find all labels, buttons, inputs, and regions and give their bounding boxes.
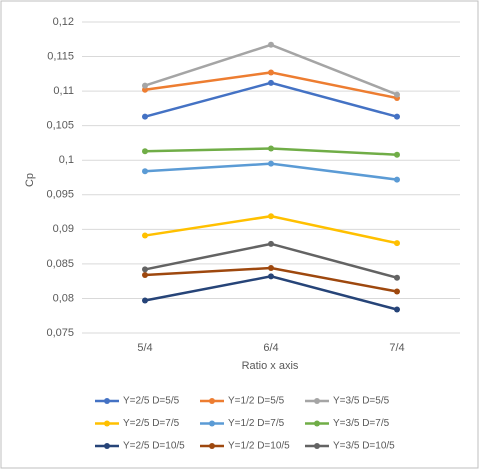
data-point xyxy=(142,113,148,120)
data-point xyxy=(268,160,274,167)
legend-label: Y=3/5 D=5/5 xyxy=(333,396,390,407)
data-point xyxy=(142,232,148,239)
data-point xyxy=(268,265,274,272)
x-axis-label: Ratio x axis xyxy=(242,360,299,372)
legend-marker xyxy=(314,443,320,449)
y-tick-label: 0,08 xyxy=(53,292,74,304)
legend-label: Y=2/5 D=10/5 xyxy=(123,441,185,452)
data-point xyxy=(394,274,400,281)
data-point xyxy=(142,168,148,175)
legend-marker xyxy=(314,398,320,404)
data-point xyxy=(268,240,274,247)
y-tick-label: 0,095 xyxy=(46,189,74,201)
legend-marker xyxy=(104,443,110,449)
y-tick-label: 0,105 xyxy=(46,120,74,132)
data-point xyxy=(394,91,400,98)
x-tick-label: 5/4 xyxy=(137,342,152,354)
legend-marker xyxy=(314,420,320,427)
data-point xyxy=(268,69,274,76)
legend-label: Y=1/2 D=7/5 xyxy=(228,418,285,429)
data-point xyxy=(394,113,400,120)
data-point xyxy=(394,306,400,313)
legend-marker xyxy=(209,398,215,404)
data-point xyxy=(142,86,148,93)
y-tick-label: 0,1 xyxy=(59,154,74,166)
x-tick-label: 7/4 xyxy=(389,342,404,354)
y-tick-label: 0,09 xyxy=(53,223,74,235)
data-point xyxy=(394,151,400,158)
data-point xyxy=(142,271,148,278)
y-axis-label: Cp xyxy=(24,173,36,187)
y-tick-label: 0,11 xyxy=(53,85,74,97)
data-point xyxy=(142,266,148,273)
data-point xyxy=(268,145,274,152)
data-point xyxy=(394,240,400,247)
data-point xyxy=(394,288,400,295)
y-tick-label: 0,085 xyxy=(46,258,74,270)
legend-marker xyxy=(209,420,215,427)
legend-marker xyxy=(209,443,215,449)
y-tick-label: 0,115 xyxy=(47,50,74,62)
legend-label: Y=3/5 D=7/5 xyxy=(333,418,390,429)
x-tick-label: 6/4 xyxy=(263,342,278,354)
legend-label: Y=2/5 D=5/5 xyxy=(123,396,180,407)
legend-marker xyxy=(104,398,110,404)
legend-label: Y=3/5 D=10/5 xyxy=(333,441,395,452)
legend-label: Y=2/5 D=7/5 xyxy=(123,418,180,429)
legend-label: Y=1/2 D=5/5 xyxy=(228,396,285,407)
legend-marker xyxy=(104,420,110,427)
data-point xyxy=(142,297,148,304)
data-point xyxy=(142,82,148,89)
y-tick-label: 0,12 xyxy=(53,16,74,28)
data-point xyxy=(394,176,400,183)
data-point xyxy=(268,41,274,48)
data-point xyxy=(268,273,274,280)
data-point xyxy=(268,213,274,220)
data-point xyxy=(142,148,148,155)
legend-label: Y=1/2 D=10/5 xyxy=(228,441,290,452)
data-point xyxy=(268,79,274,86)
y-tick-label: 0,075 xyxy=(46,327,74,339)
